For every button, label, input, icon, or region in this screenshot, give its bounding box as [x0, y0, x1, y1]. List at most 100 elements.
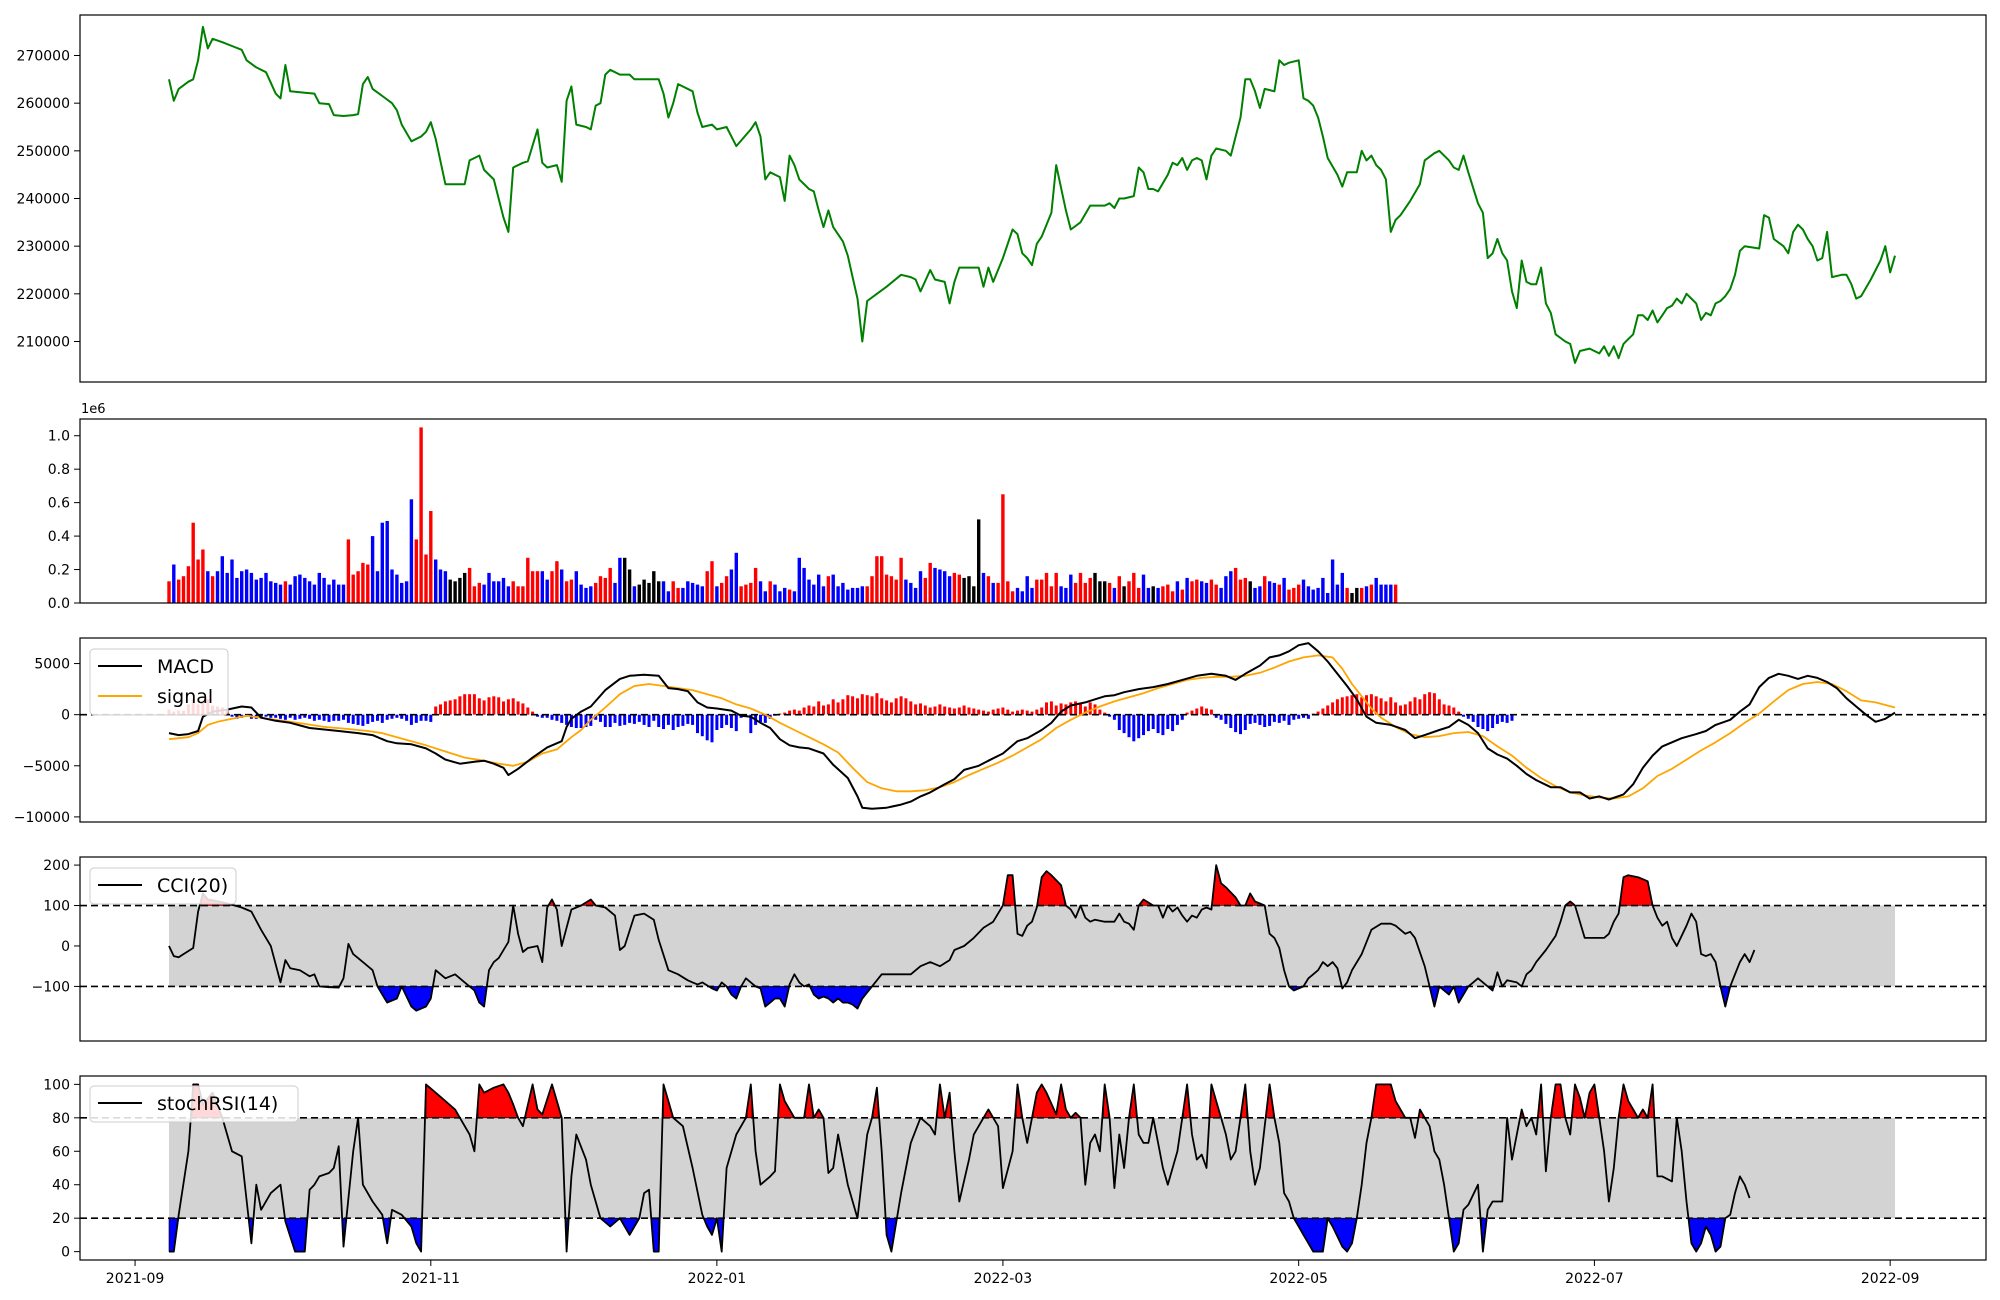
volume-bar	[1238, 579, 1243, 603]
macd-histogram-bar	[1045, 702, 1048, 715]
macd-histogram-bar	[1054, 705, 1058, 715]
volume-bar	[1175, 581, 1180, 603]
macd-histogram-bar	[943, 706, 947, 715]
volume-bar	[749, 582, 753, 603]
volume-bar	[603, 577, 607, 603]
volume-bar	[1049, 586, 1054, 603]
macd-histogram-bar	[1457, 711, 1461, 715]
macd-histogram-bar	[923, 705, 927, 715]
macd-histogram-bar	[409, 714, 413, 725]
macd-histogram-bar	[1161, 714, 1165, 736]
volume-bar	[986, 576, 991, 603]
volume-bar	[540, 571, 544, 603]
volume-bar	[390, 569, 394, 603]
macd-histogram-bar	[686, 714, 690, 724]
macd-histogram-bar	[1418, 699, 1422, 715]
macd-histogram-bar	[448, 700, 452, 715]
macd-histogram-bar	[1025, 710, 1029, 715]
volume-bar	[710, 561, 714, 603]
volume-bar	[467, 567, 472, 603]
cci-ytick-label: 100	[43, 899, 70, 915]
macd-histogram-bar	[361, 714, 365, 726]
volume-bar	[1180, 589, 1184, 603]
macd-histogram-bar	[662, 714, 665, 729]
volume-bar	[458, 577, 462, 603]
volume-bar	[564, 581, 569, 603]
volume-ytick-label: 1.0	[48, 429, 70, 445]
macd-histogram-bar	[1243, 714, 1247, 730]
macd-histogram-bar	[1297, 714, 1301, 719]
volume-bar	[1350, 593, 1354, 603]
macd-histogram-bar	[691, 714, 695, 725]
volume-bar	[1073, 582, 1078, 603]
macd-histogram-bar	[1190, 710, 1194, 715]
macd-histogram-bar	[414, 714, 418, 723]
macd-histogram-bar	[482, 700, 486, 715]
volume-bar	[589, 586, 593, 603]
volume-bar	[269, 581, 273, 603]
volume-bar	[1025, 576, 1029, 603]
volume-bar	[303, 577, 307, 603]
macd-histogram-bar	[385, 714, 389, 720]
volume-bar	[880, 556, 884, 603]
volume-bar	[414, 539, 418, 603]
macd-histogram-bar	[1452, 707, 1456, 715]
macd-histogram-bar	[293, 714, 297, 720]
volume-bar	[1282, 577, 1286, 603]
macd-histogram-bar	[376, 714, 379, 721]
macd-histogram-bar	[1229, 714, 1233, 728]
volume-bar	[1069, 574, 1073, 603]
volume-bar	[991, 582, 995, 603]
macd-histogram-bar	[1205, 708, 1208, 715]
price-panel: 210000 220000 230000 240000 250000 260000 2700…	[17, 14, 1987, 383]
macd-histogram-bar	[317, 714, 321, 720]
macd-histogram-bar	[283, 714, 287, 720]
volume-bar	[448, 579, 452, 603]
volume-bar	[913, 587, 918, 603]
macd-histogram-bar	[1360, 697, 1364, 715]
volume-bar	[720, 582, 724, 603]
volume-bar	[361, 562, 365, 603]
macd-histogram-bar	[322, 714, 326, 721]
volume-bar	[1258, 586, 1262, 603]
macd-histogram-bar	[1195, 708, 1199, 715]
volume-bar	[225, 572, 229, 603]
volume-bar	[560, 569, 564, 603]
macd-histogram-bar	[439, 704, 442, 715]
volume-bar	[1015, 587, 1020, 603]
volume-bar	[1233, 567, 1238, 603]
volume-bar	[1083, 582, 1087, 603]
macd-histogram-bar	[1505, 714, 1509, 723]
macd-histogram-bar	[608, 714, 612, 727]
volume-bar	[1190, 581, 1194, 603]
volume-bar	[356, 571, 360, 603]
volume-bar	[254, 579, 258, 603]
volume-bar	[477, 582, 481, 603]
macd-histogram-bar	[836, 702, 840, 715]
volume-bar	[181, 576, 186, 603]
macd-y-axis: −10000 −5000 0 5000	[14, 657, 80, 826]
macd-histogram-bar	[919, 703, 922, 715]
volume-bar	[1103, 581, 1107, 603]
volume-bar	[797, 557, 801, 603]
macd-histogram-bar	[1079, 703, 1082, 715]
volume-bar	[492, 581, 496, 603]
volume-bar	[1078, 572, 1083, 603]
macd-histogram-bar	[1006, 709, 1010, 715]
volume-bar	[807, 579, 811, 603]
volume-bar	[783, 587, 787, 603]
volume-bar	[981, 572, 986, 603]
macd-histogram-bar	[1403, 704, 1407, 715]
price-ytick-label: 270000	[17, 49, 70, 65]
macd-histogram-bar	[400, 714, 404, 719]
volume-bar	[1030, 587, 1034, 603]
macd-histogram-bar	[797, 710, 801, 715]
macd-legend-label-macd: MACD	[157, 656, 214, 678]
macd-histogram-bar	[1098, 709, 1102, 715]
volume-bar	[1364, 586, 1369, 603]
volume-bar	[167, 581, 171, 603]
macd-histogram-bar	[1117, 714, 1121, 730]
volume-bar	[375, 571, 380, 603]
macd-histogram-bar	[1016, 710, 1019, 715]
